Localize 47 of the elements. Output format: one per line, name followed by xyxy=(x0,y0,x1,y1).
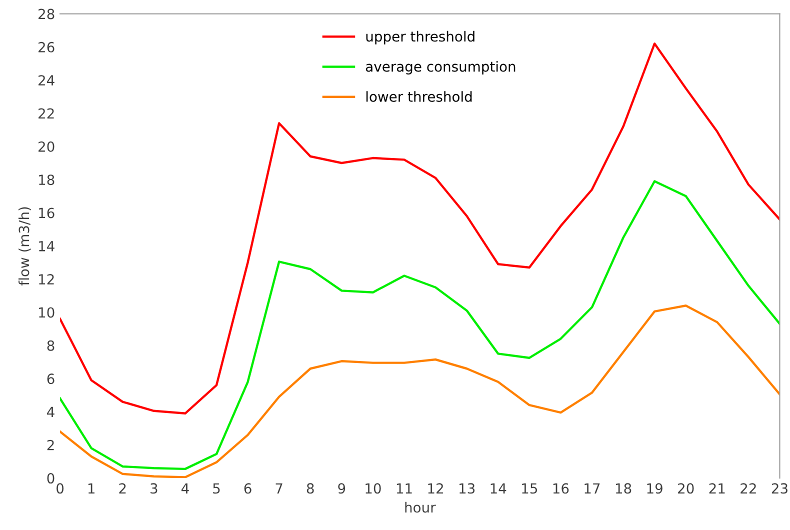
y-tick-label: 22 xyxy=(38,108,54,119)
y-tick-label: 4 xyxy=(47,406,54,418)
x-tick-label: 8 xyxy=(306,483,314,494)
x-axis-title: hour xyxy=(405,502,436,513)
x-tick-label: 10 xyxy=(366,483,381,494)
y-tick-label: 0 xyxy=(47,473,54,484)
x-tick-label: 21 xyxy=(709,483,725,494)
x-tick-label: 0 xyxy=(56,483,64,494)
x-tick-label: 11 xyxy=(396,483,412,494)
x-tick-label: 18 xyxy=(616,483,632,494)
line-series xyxy=(60,304,780,478)
y-tick-label: 18 xyxy=(39,174,54,186)
x-tick-label: 12 xyxy=(428,483,443,494)
x-tick-label: 2 xyxy=(119,483,126,494)
y-tick-label: 6 xyxy=(47,374,54,384)
x-tick-label: 20 xyxy=(678,483,694,494)
x-tick-label: 4 xyxy=(181,483,189,494)
x-tick-label: 13 xyxy=(460,483,475,494)
legend-label: upper threshold xyxy=(366,30,474,44)
line-series xyxy=(60,180,780,470)
x-tick-label: 9 xyxy=(338,483,346,494)
y-tick-label: 14 xyxy=(39,241,54,252)
x-tick-label: 5 xyxy=(213,483,220,494)
y-tick-label: 20 xyxy=(38,141,54,152)
y-tick-label: 10 xyxy=(39,307,54,318)
y-tick-label: 2 xyxy=(47,440,54,450)
x-tick-label: 17 xyxy=(584,483,600,494)
x-tick-label: 16 xyxy=(553,483,569,494)
line-series xyxy=(60,42,780,414)
x-tick-label: 23 xyxy=(772,483,788,494)
y-tick-label: 12 xyxy=(39,274,54,284)
x-tick-label: 15 xyxy=(522,483,538,494)
x-tick-label: 14 xyxy=(490,483,506,494)
y-tick-label: 24 xyxy=(38,75,54,86)
y-axis-title: flow (m3/h) xyxy=(18,207,31,286)
x-tick-label: 22 xyxy=(740,483,756,494)
y-tick-label: 28 xyxy=(38,8,54,20)
legend-label: average consumption xyxy=(366,61,516,74)
y-tick-label: 26 xyxy=(38,42,54,52)
y-tick-label: 8 xyxy=(47,340,54,351)
x-tick-label: 3 xyxy=(150,483,158,494)
x-tick-label: 7 xyxy=(276,483,282,494)
x-tick-label: 1 xyxy=(88,483,94,494)
x-tick-label: 6 xyxy=(244,483,252,494)
y-tick-label: 16 xyxy=(39,208,54,218)
legend-label: lower threshold xyxy=(366,91,472,102)
x-tick-label: 19 xyxy=(647,483,662,494)
